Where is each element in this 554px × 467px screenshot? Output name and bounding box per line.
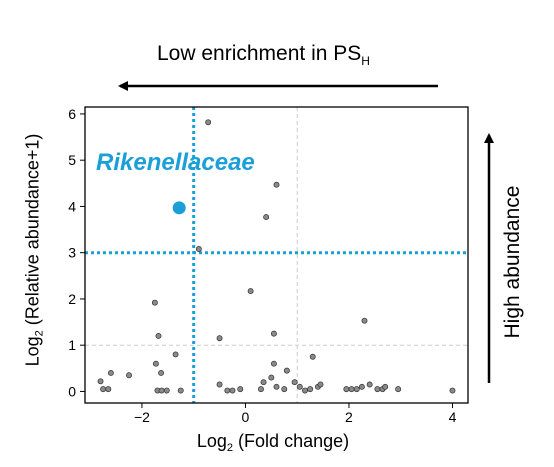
x-axis-label: Log2 (Fold change) (196, 431, 350, 454)
data-point (100, 386, 107, 393)
data-point (97, 378, 104, 385)
data-point (158, 387, 165, 394)
data-point (291, 379, 298, 386)
data-point (263, 214, 270, 221)
data-point (268, 374, 275, 381)
data-point (155, 332, 162, 339)
data-point (309, 353, 316, 360)
data-point (237, 386, 244, 393)
data-point (449, 387, 456, 394)
data-point (270, 360, 277, 367)
x-tick-label: 2 (345, 409, 353, 425)
data-point (281, 386, 288, 393)
data-point (283, 367, 290, 374)
y-tick-label: 2 (68, 291, 76, 307)
highlight-point-rikenellaceae (172, 201, 186, 215)
data-point (270, 330, 277, 337)
high-abundance-label: High abundance (501, 185, 524, 339)
y-tick-label: 6 (68, 106, 76, 122)
data-point (366, 381, 373, 388)
data-point (105, 386, 112, 393)
rikenellaceae-label: Rikenellaceae (96, 149, 255, 176)
x-tick-label: 4 (449, 409, 457, 425)
plot-frame (84, 106, 469, 404)
data-point (247, 288, 254, 295)
data-point (107, 369, 114, 376)
data-point (343, 386, 350, 393)
data-point (302, 387, 308, 394)
data-point (229, 387, 236, 394)
data-point (273, 383, 280, 390)
data-point (273, 181, 280, 188)
data-point (126, 372, 132, 379)
data-point (205, 119, 212, 126)
data-point (348, 386, 355, 393)
data-point (358, 383, 365, 390)
data-point (260, 379, 267, 386)
y-tick-label: 5 (68, 152, 76, 168)
data-point (307, 386, 314, 393)
data-point (172, 351, 179, 358)
data-point (177, 387, 184, 394)
data-point (361, 317, 368, 324)
data-point (395, 386, 402, 393)
data-point (296, 383, 303, 390)
data-point (152, 360, 159, 367)
data-point (163, 387, 170, 394)
x-tick-label: −2 (134, 409, 150, 425)
data-point (258, 386, 264, 393)
data-point (382, 383, 389, 390)
data-point (216, 381, 223, 388)
x-tick-label: 0 (242, 409, 250, 425)
y-tick-label: 4 (68, 198, 76, 214)
y-tick-label: 1 (68, 337, 76, 353)
data-point (216, 335, 223, 342)
data-point (158, 369, 165, 376)
data-point (224, 387, 231, 394)
data-point (353, 386, 360, 393)
data-point (317, 381, 324, 388)
y-axis-label: Log2 (Relative abundance+1) (22, 133, 46, 367)
data-point (151, 299, 158, 306)
y-tick-label: 3 (68, 245, 76, 261)
y-tick-label: 0 (68, 383, 76, 399)
data-point (374, 386, 381, 393)
data-point (195, 246, 202, 252)
low-enrichment-label: Low enrichment in PSH (157, 42, 370, 68)
